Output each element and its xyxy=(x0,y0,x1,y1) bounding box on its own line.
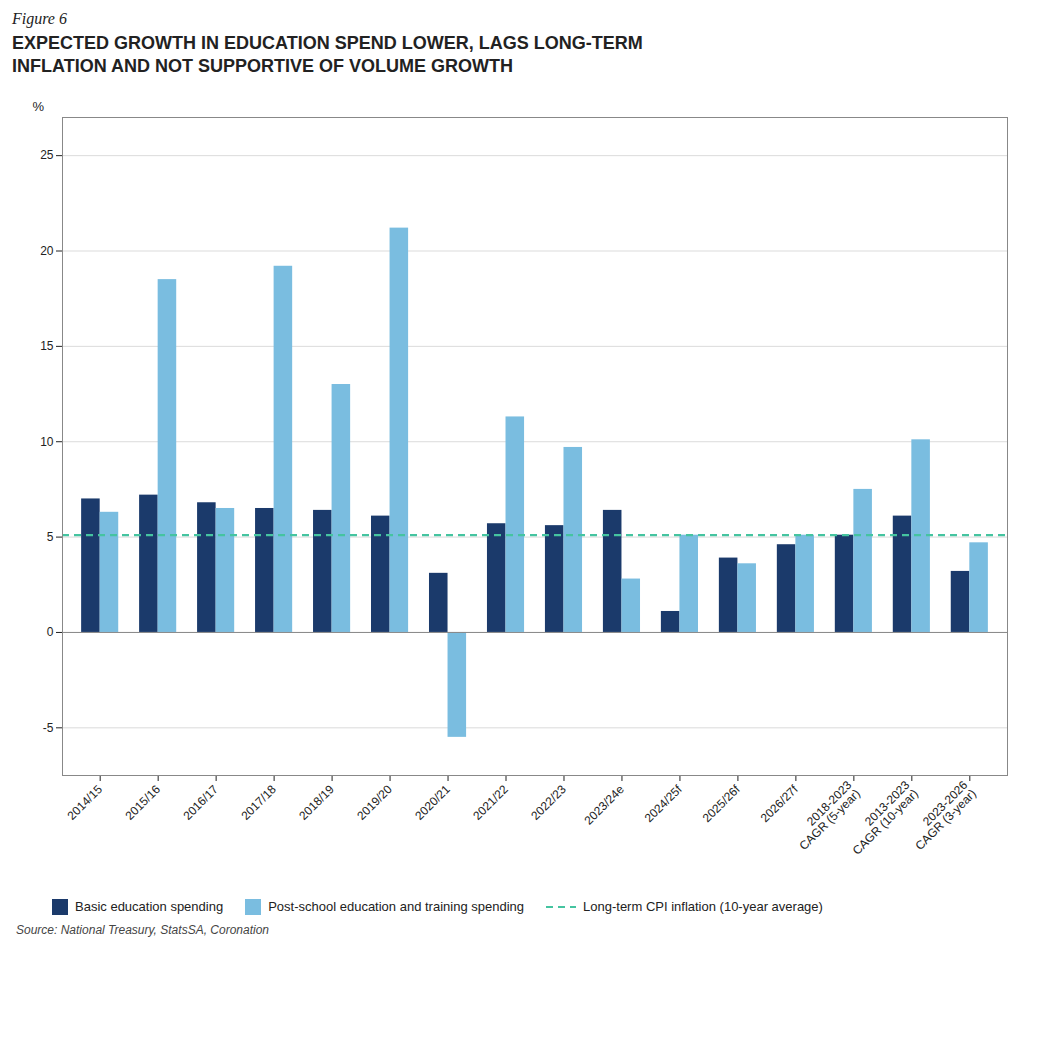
svg-text:20: 20 xyxy=(40,244,54,258)
svg-text:2015/16: 2015/16 xyxy=(122,782,163,823)
svg-text:%: % xyxy=(33,99,45,114)
svg-text:2026/27f: 2026/27f xyxy=(758,782,801,825)
svg-text:2023-2026CAGR (3-year): 2023-2026CAGR (3-year) xyxy=(904,778,979,853)
svg-text:2025/26f: 2025/26f xyxy=(700,782,743,825)
svg-text:2014/15: 2014/15 xyxy=(64,782,105,823)
html-text:Source: National Treasury, Sta: Source: National Treasury, StatsSA, Coro… xyxy=(16,922,269,937)
svg-text:-5: -5 xyxy=(43,720,54,734)
svg-text:2023/24e: 2023/24e xyxy=(582,782,628,828)
svg-text:2022/23: 2022/23 xyxy=(528,782,569,823)
svg-text:2021/22: 2021/22 xyxy=(470,782,511,823)
svg-text:2019/20: 2019/20 xyxy=(354,782,395,823)
svg-text:2020/21: 2020/21 xyxy=(412,782,453,823)
svg-text:2018/19: 2018/19 xyxy=(296,782,337,823)
html-text:EXPECTED GROWTH IN EDUCATION S: EXPECTED GROWTH IN EDUCATION SPEND LOWER… xyxy=(12,33,643,77)
svg-text:15: 15 xyxy=(40,339,54,353)
html-text:Basic education spending: Basic education spending xyxy=(75,899,224,915)
svg-text:2013-2023CAGR (10-year): 2013-2023CAGR (10-year) xyxy=(841,778,921,858)
svg-text:2018-2023CAGR (5-year): 2018-2023CAGR (5-year) xyxy=(788,778,863,853)
svg-text:2016/17: 2016/17 xyxy=(180,782,221,823)
html-text:Post-school education and trai: Post-school education and training spend… xyxy=(268,899,524,915)
svg-text:10: 10 xyxy=(40,434,54,448)
svg-text:25: 25 xyxy=(40,148,54,162)
svg-text:0: 0 xyxy=(47,625,54,639)
svg-text:2017/18: 2017/18 xyxy=(238,782,279,823)
html-text:Long-term CPI inflation (10-ye: Long-term CPI inflation (10-year average… xyxy=(583,899,823,915)
html-text:Figure 6: Figure 6 xyxy=(12,10,67,27)
svg-text:2024/25f: 2024/25f xyxy=(642,782,685,825)
svg-text:5: 5 xyxy=(47,530,54,544)
